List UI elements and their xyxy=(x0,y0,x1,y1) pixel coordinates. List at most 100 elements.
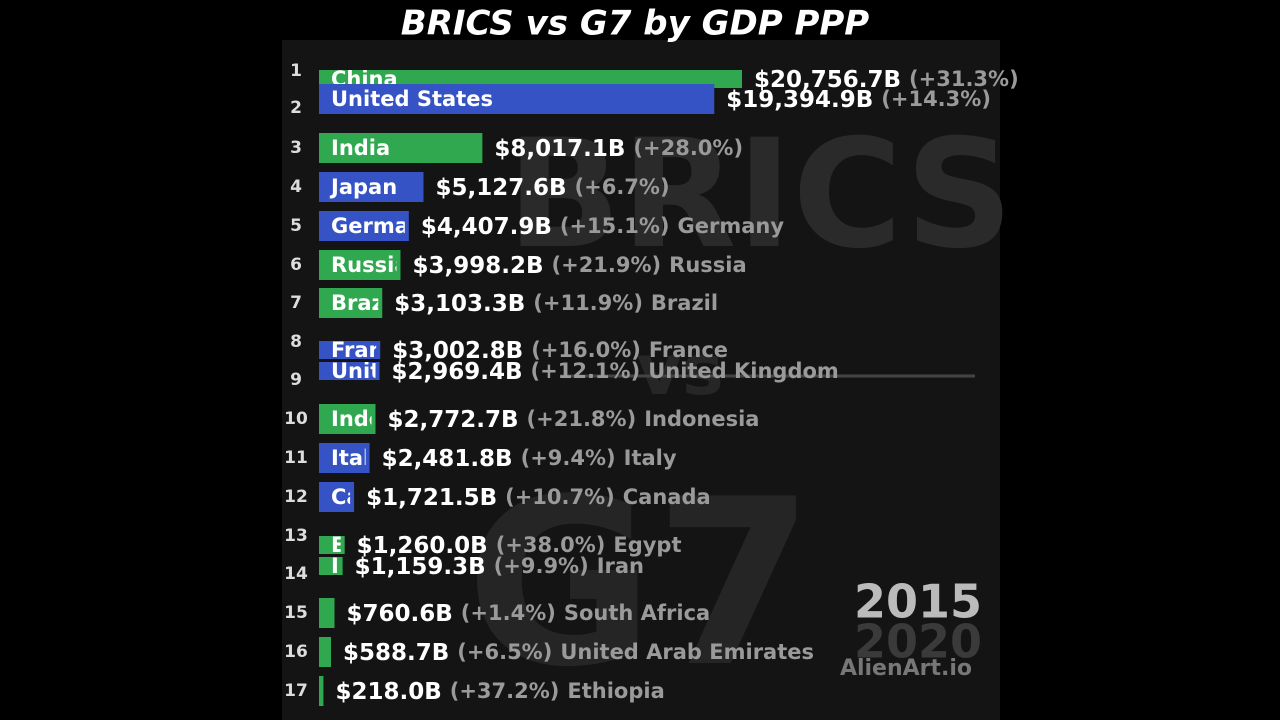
change-label: (+12.1%) xyxy=(531,359,641,383)
bg-text: G7 xyxy=(466,451,815,718)
country-label: Russia xyxy=(669,253,747,277)
bar xyxy=(319,172,424,202)
value-label: $3,998.2B xyxy=(412,253,543,279)
bar xyxy=(319,598,335,628)
rank-label: 17 xyxy=(284,681,308,701)
bar xyxy=(319,288,383,318)
value-label: $4,407.9B xyxy=(421,214,552,240)
change-label: (+10.7%) xyxy=(505,485,615,509)
rank-label: 2 xyxy=(290,98,302,118)
bar-name: United States xyxy=(331,87,493,111)
bar-name: Russia xyxy=(331,253,409,277)
bar xyxy=(319,211,409,241)
bar-label: $3,002.8B (+16.0%) France xyxy=(392,338,728,364)
bar-label: $2,772.7B (+21.8%) Indonesia xyxy=(388,407,760,433)
bar xyxy=(319,362,380,380)
change-label: (+21.9%) xyxy=(552,253,662,277)
bar-name: Egypt xyxy=(331,533,399,557)
rank-label: 16 xyxy=(284,642,308,662)
bar-label: $20,756.7B (+31.3%) xyxy=(754,67,1019,93)
change-label: (+6.5%) xyxy=(457,640,552,664)
bar-label: $760.6B (+1.4%) South Africa xyxy=(347,601,711,627)
country-label: United Kingdom xyxy=(648,359,839,383)
change-label: (+16.0%) xyxy=(531,338,641,362)
country-label: Indonesia xyxy=(644,407,759,431)
value-label: $1,721.5B xyxy=(366,485,497,511)
change-label: (+11.9%) xyxy=(533,291,643,315)
bar xyxy=(319,443,370,473)
bg-text: vs xyxy=(636,329,723,411)
bar-name: Japan xyxy=(329,175,397,199)
bar-label: $1,721.5B (+10.7%) Canada xyxy=(366,485,711,511)
value-label: $1,260.0B xyxy=(357,533,488,559)
watermark: AlienArt.io xyxy=(840,656,972,681)
bar xyxy=(319,250,401,280)
value-label: $20,756.7B xyxy=(754,67,901,93)
bars: 1 China $20,756.7B (+31.3%) 2 United States $1… xyxy=(284,61,1019,706)
bar-name: Italy xyxy=(331,446,384,470)
value-label: $760.6B xyxy=(347,601,453,627)
change-label: (+38.0%) xyxy=(496,533,606,557)
bar xyxy=(319,70,742,88)
bar-label: $1,260.0B (+38.0%) Egypt xyxy=(357,533,682,559)
bar-label: $218.0B (+37.2%) Ethiopia xyxy=(335,679,664,705)
bar xyxy=(319,404,376,434)
country-label: South Africa xyxy=(564,601,710,625)
rank-label: 3 xyxy=(290,138,302,158)
bar-name: United Kingdom xyxy=(331,359,522,383)
bar-label: $5,127.6B (+6.7%) xyxy=(435,175,669,201)
bar-name: France xyxy=(331,338,410,362)
bar-label: $3,103.3B (+11.9%) Brazil xyxy=(394,291,718,317)
rank-label: 8 xyxy=(290,332,302,352)
value-label: $2,969.4B xyxy=(392,359,523,385)
bar xyxy=(319,676,324,706)
rank-label: 14 xyxy=(284,564,308,584)
bar xyxy=(319,482,355,512)
value-label: $19,394.9B xyxy=(726,87,873,113)
change-label: (+37.2%) xyxy=(450,679,560,703)
next-year-label: 2020 xyxy=(854,615,982,669)
bar-label: $588.7B (+6.5%) United Arab Emirates xyxy=(343,640,814,666)
rank-label: 6 xyxy=(290,255,302,275)
chart-title: BRICS vs G7 by GDP PPP xyxy=(401,4,870,44)
value-label: $8,017.1B xyxy=(494,136,625,162)
change-label: (+6.7%) xyxy=(575,175,670,199)
rank-label: 9 xyxy=(290,370,302,390)
bar-name: Indonesia xyxy=(331,407,446,431)
bar-label: $3,998.2B (+21.9%) Russia xyxy=(412,253,746,279)
bar-label: $8,017.1B (+28.0%) xyxy=(494,136,743,162)
bar-name: Iran xyxy=(331,554,378,578)
change-label: (+9.4%) xyxy=(521,446,616,470)
bar xyxy=(319,84,715,114)
bar-name: Canada xyxy=(331,485,419,509)
rank-label: 13 xyxy=(284,526,308,546)
country-label: Italy xyxy=(624,446,677,470)
rank-label: 4 xyxy=(290,177,302,197)
value-label: $3,002.8B xyxy=(392,338,523,364)
value-label: $2,772.7B xyxy=(388,407,519,433)
change-label: (+1.4%) xyxy=(461,601,556,625)
bar-name: India xyxy=(331,136,390,160)
change-label: (+28.0%) xyxy=(633,136,743,160)
value-label: $218.0B xyxy=(335,679,441,705)
change-label: (+9.9%) xyxy=(494,554,589,578)
bar-name: China xyxy=(331,67,398,91)
country-label: Ethiopia xyxy=(567,679,664,703)
country-label: Canada xyxy=(623,485,711,509)
country-label: Iran xyxy=(597,554,644,578)
bar xyxy=(319,637,331,667)
bar-label: $4,407.9B (+15.1%) Germany xyxy=(421,214,785,240)
rank-label: 5 xyxy=(290,216,302,236)
bar-label: $1,159.3B (+9.9%) Iran xyxy=(355,554,644,580)
bar-name: Brazil xyxy=(331,291,398,315)
change-label: (+21.8%) xyxy=(527,407,637,431)
bar xyxy=(319,133,483,163)
bar-label: $19,394.9B (+14.3%) xyxy=(726,87,991,113)
value-label: $2,481.8B xyxy=(382,446,513,472)
rank-label: 10 xyxy=(284,409,308,429)
value-label: $3,103.3B xyxy=(394,291,525,317)
country-label: Brazil xyxy=(651,291,718,315)
country-label: Germany xyxy=(678,214,785,238)
value-label: $5,127.6B xyxy=(435,175,566,201)
